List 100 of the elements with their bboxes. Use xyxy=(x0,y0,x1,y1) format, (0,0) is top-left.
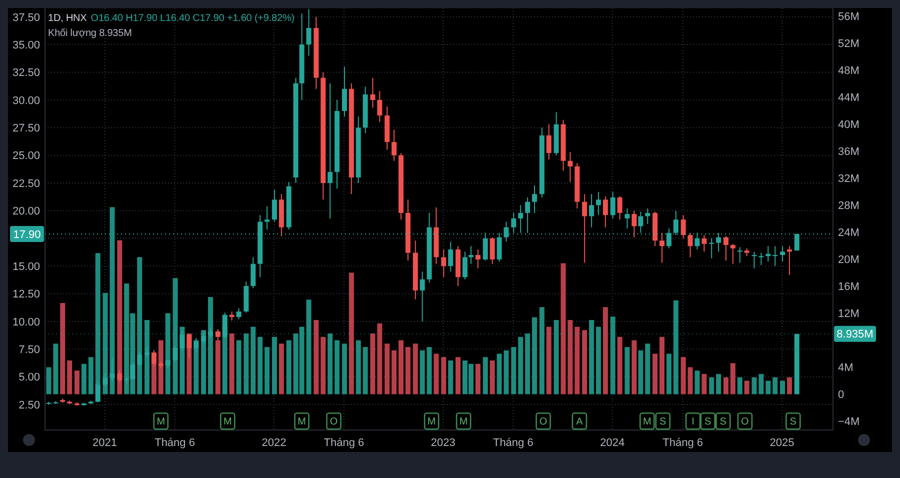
candlestick xyxy=(752,251,757,269)
bar xyxy=(201,330,206,394)
y-tick-label: 15.00 xyxy=(12,260,40,273)
bar xyxy=(46,367,52,394)
x-tick-label: Tháng 6 xyxy=(662,436,704,449)
bar xyxy=(546,326,552,394)
candlestick xyxy=(250,256,256,289)
bar xyxy=(596,326,601,394)
candlestick xyxy=(610,191,616,219)
y2-tick-label: 24M xyxy=(838,227,860,240)
bar xyxy=(342,344,347,394)
candlestick xyxy=(532,184,538,214)
candlestick xyxy=(392,129,397,162)
candlestick xyxy=(709,238,714,259)
candlestick xyxy=(602,196,608,228)
y-tick-label: 2.50 xyxy=(18,399,40,412)
y-tick-label: 30.00 xyxy=(12,94,40,107)
bar xyxy=(426,346,432,394)
bar xyxy=(278,344,284,394)
y2-tick-label: 36M xyxy=(838,146,860,158)
bar xyxy=(272,336,277,394)
bar xyxy=(53,344,58,394)
bar xyxy=(730,363,736,394)
candlestick xyxy=(772,246,778,267)
y2-tick-label: 32M xyxy=(838,173,860,186)
bar xyxy=(589,320,594,394)
candlestick xyxy=(780,246,785,262)
x-tick-label: Tháng 6 xyxy=(154,436,195,449)
bar xyxy=(645,344,650,394)
annotation: S xyxy=(660,416,667,428)
bar xyxy=(490,360,495,394)
bar xyxy=(384,344,390,394)
candlestick xyxy=(306,8,312,56)
bar xyxy=(744,380,750,394)
candlestick xyxy=(208,328,214,339)
bar xyxy=(610,316,616,394)
bar xyxy=(532,317,538,394)
y2-tick-label: 44M xyxy=(838,92,860,104)
bar xyxy=(737,377,742,394)
bar xyxy=(74,370,80,394)
bar xyxy=(560,263,566,394)
candlestick xyxy=(518,204,524,234)
annotation: O xyxy=(330,416,338,428)
y-tick-label: 37.50 xyxy=(12,12,40,24)
candlestick xyxy=(137,350,142,368)
annotation: M xyxy=(223,416,232,428)
bar xyxy=(539,307,544,394)
candlestick xyxy=(624,208,630,229)
bar xyxy=(694,370,700,394)
candlestick xyxy=(638,211,644,234)
candlestick xyxy=(582,194,588,264)
bar xyxy=(511,346,516,394)
bar xyxy=(158,340,164,394)
candlestick xyxy=(702,234,707,252)
bar xyxy=(518,336,524,394)
annotation: S xyxy=(790,416,797,428)
candlestick xyxy=(462,251,468,280)
annotation: S xyxy=(720,416,727,428)
bar xyxy=(448,360,454,394)
y2-tick-label: 16M xyxy=(838,281,860,294)
y-tick-label: 12.50 xyxy=(12,288,40,301)
bar xyxy=(264,346,270,394)
bar xyxy=(137,257,142,394)
bar xyxy=(772,377,778,394)
candlestick xyxy=(377,90,382,123)
bar xyxy=(758,374,764,394)
bar xyxy=(766,380,771,394)
y-tick-label: 25.00 xyxy=(12,150,40,162)
bar xyxy=(582,330,588,394)
bar xyxy=(680,357,686,394)
bar xyxy=(434,354,439,394)
annotation: M xyxy=(427,416,436,428)
candlestick xyxy=(737,246,742,264)
bar xyxy=(723,377,728,394)
bar xyxy=(314,320,319,394)
bar xyxy=(320,336,326,394)
bar xyxy=(236,340,242,394)
bar xyxy=(370,333,376,394)
y-tick-label: 20.00 xyxy=(12,206,40,218)
annotation: M xyxy=(642,416,652,428)
x-tick-label: 2025 xyxy=(770,436,794,449)
bar xyxy=(88,357,94,394)
bar xyxy=(794,334,800,394)
candlestick xyxy=(730,243,736,264)
bar xyxy=(377,323,382,394)
candlestick xyxy=(95,380,100,403)
candlestick xyxy=(659,232,664,264)
annotation: A xyxy=(576,416,584,428)
candlestick xyxy=(172,345,178,362)
y2-tick-label: 52M xyxy=(838,38,860,50)
bar xyxy=(702,374,707,394)
bar xyxy=(574,326,580,394)
bar xyxy=(348,272,354,394)
candlestick xyxy=(180,330,185,351)
bar xyxy=(244,333,249,394)
bar xyxy=(554,320,559,394)
bar xyxy=(117,240,122,394)
x-tick-label: Tháng 6 xyxy=(324,436,364,449)
bar xyxy=(456,357,461,394)
bar xyxy=(412,344,418,394)
